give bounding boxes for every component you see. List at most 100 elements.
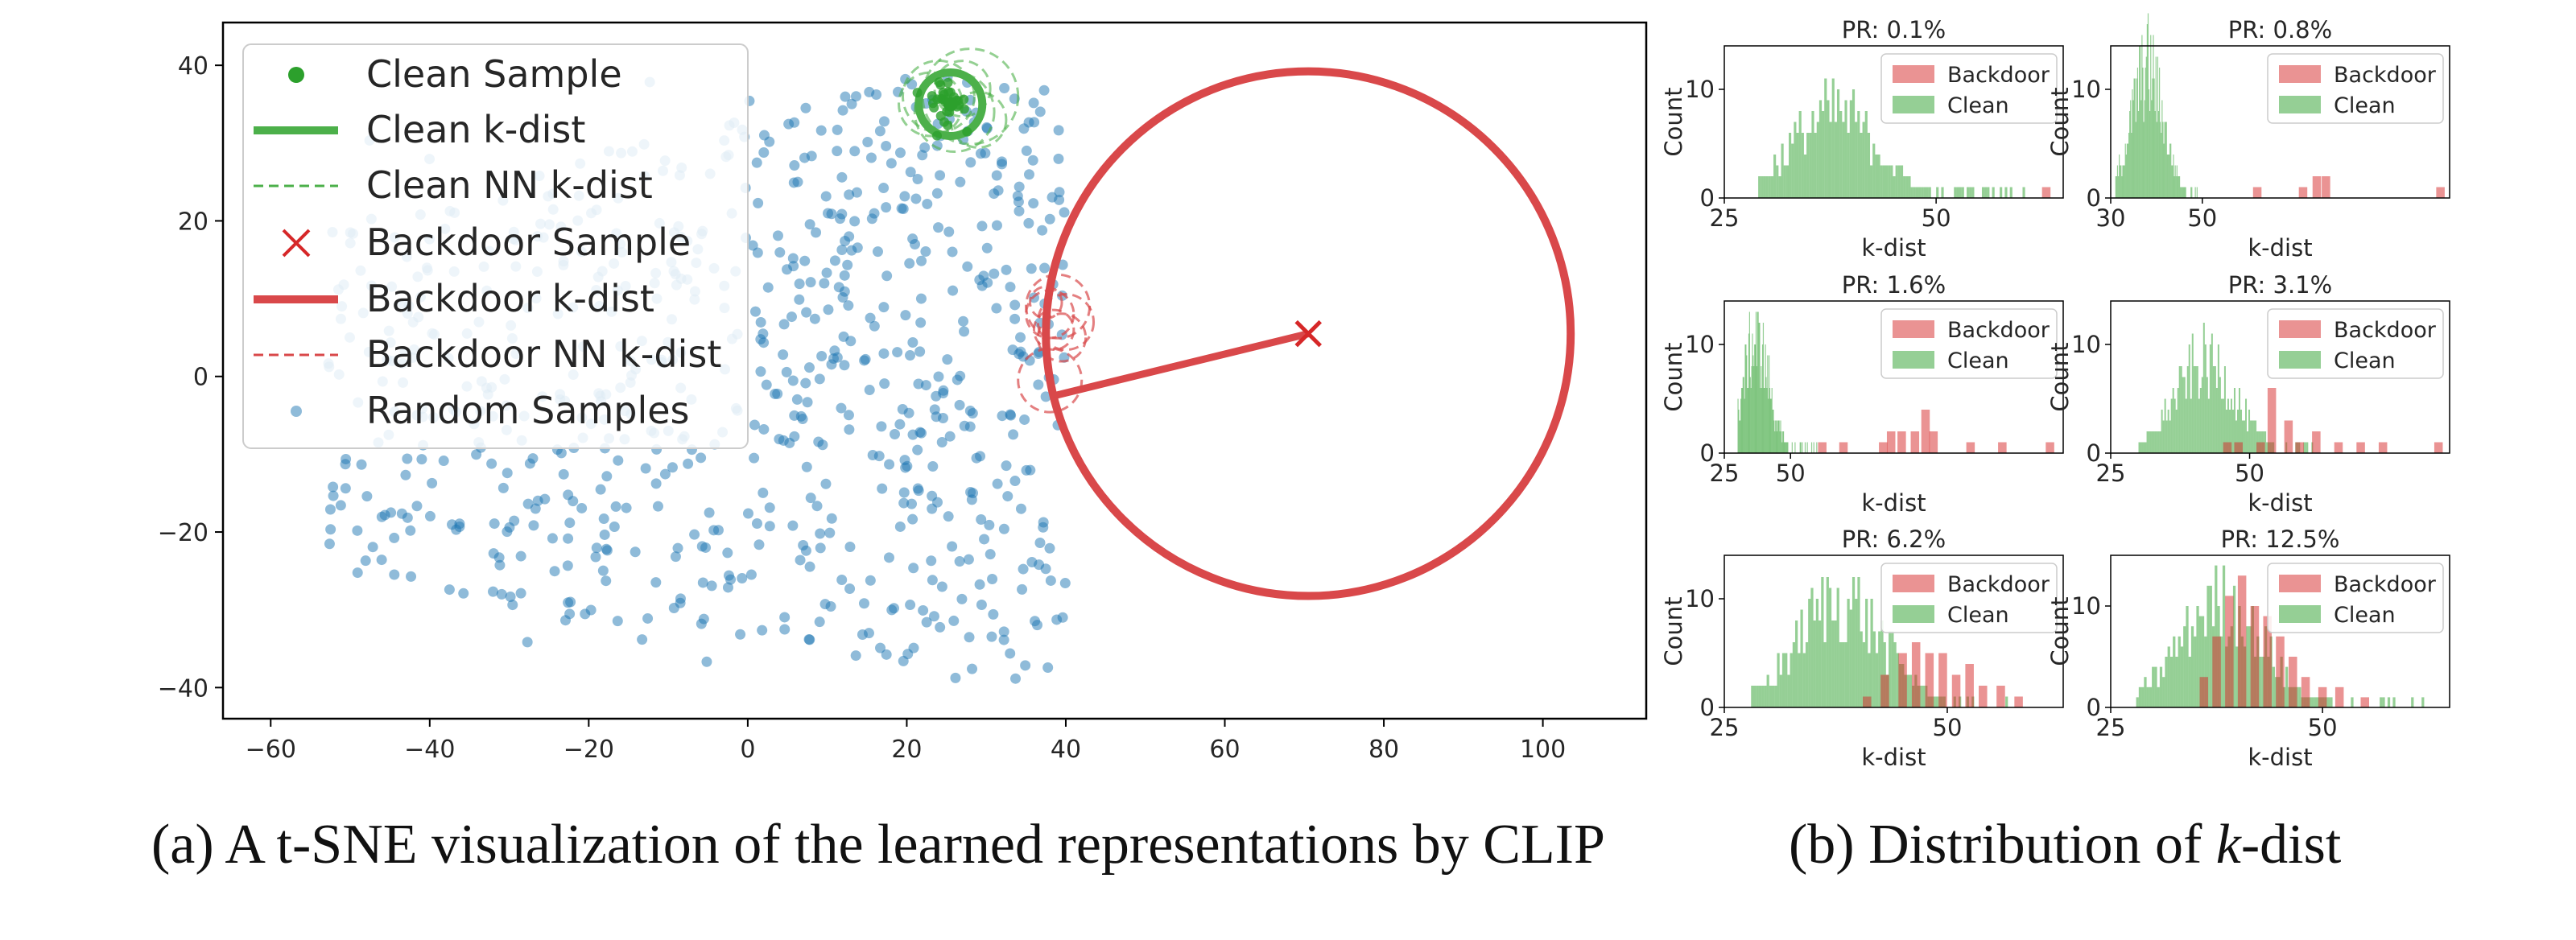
clean-bar (1860, 631, 1863, 707)
clean-bar (2392, 697, 2396, 707)
histogram-xlabel: k-dist (1861, 489, 1926, 517)
random-sample-point (864, 86, 875, 97)
random-sample-point (742, 508, 753, 519)
clean-bar (2199, 388, 2202, 453)
backdoor-bar (1996, 686, 2005, 707)
clean-bar (2186, 366, 2189, 453)
backdoor-kdist-circle (1042, 67, 1575, 600)
random-sample-point (1053, 125, 1064, 136)
random-sample-point (800, 545, 811, 556)
histogram-y-tick-label: 0 (2087, 439, 2101, 467)
clean-bar (2164, 398, 2166, 453)
clean-bar (1928, 187, 1931, 198)
random-sample-point (905, 350, 916, 361)
clean-bar (2252, 420, 2254, 453)
legend-clean-sample-marker (288, 67, 304, 83)
random-sample-point (907, 513, 919, 525)
clean-bar (2167, 410, 2169, 453)
clean-bar (2311, 697, 2314, 707)
clean-bar (1877, 155, 1880, 198)
clean-bar (2124, 143, 2126, 198)
clean-bar (1922, 686, 1926, 707)
clean-bar (2235, 646, 2239, 707)
clean-bar (1847, 599, 1850, 707)
backdoor-bar (1966, 442, 1975, 453)
random-sample-point (863, 628, 874, 639)
random-sample-point (1023, 217, 1034, 229)
backdoor-bar (2436, 187, 2445, 198)
clean-bar (1761, 176, 1764, 198)
random-sample-point (515, 550, 526, 562)
random-sample-point (1001, 264, 1012, 275)
random-sample-point (488, 586, 499, 597)
legend-clean-swatch (1893, 605, 1934, 623)
clean-bar (1766, 388, 1768, 453)
random-sample-point (998, 523, 1009, 534)
clean-bar (2157, 56, 2159, 198)
random-sample-point (1040, 391, 1051, 402)
random-sample-point (787, 520, 799, 531)
random-sample-point (1042, 662, 1054, 673)
clean-bar (1745, 344, 1747, 453)
clean-bar (2261, 657, 2264, 707)
clean-bar (1769, 398, 1772, 453)
clean-bar (2165, 122, 2167, 198)
random-sample-point (905, 167, 916, 178)
clean-bar (1794, 442, 1796, 453)
random-sample-point (789, 431, 800, 442)
random-sample-point (908, 642, 919, 653)
random-sample-point (898, 487, 910, 498)
clean-bar (2132, 100, 2134, 198)
clean-bar (2204, 636, 2207, 707)
random-sample-point (563, 533, 574, 544)
clean-bar (1769, 388, 1771, 453)
clean-bar (1751, 366, 1752, 453)
random-sample-point (1009, 299, 1021, 311)
histogram-x-tick-label: 25 (2096, 714, 2126, 741)
clean-bar (2128, 133, 2130, 198)
clean-bar (1900, 165, 1904, 198)
backdoor-bar (1921, 410, 1930, 453)
clean-bar (1759, 323, 1761, 453)
clean-bar (2022, 187, 2025, 198)
random-sample-point (916, 255, 927, 266)
clean-bar (2152, 78, 2153, 198)
random-sample-point (992, 478, 1003, 489)
random-sample-point (921, 616, 932, 628)
histogram-axes-frame (2110, 300, 2450, 454)
clean-bar (1765, 377, 1767, 453)
random-sample-point (815, 542, 826, 554)
backdoor-bar (2252, 187, 2262, 198)
backdoor-bar (1929, 431, 1938, 453)
random-sample-point (819, 278, 830, 289)
random-sample-point (865, 152, 877, 163)
clean-bar (1770, 176, 1774, 198)
random-sample-point (779, 612, 791, 623)
random-sample-point (1015, 503, 1026, 514)
random-sample-point (737, 573, 748, 584)
legend-clean-swatch (1893, 351, 1934, 369)
random-sample-point (962, 261, 973, 272)
random-sample-point (964, 406, 976, 417)
clean-bar (2176, 165, 2178, 198)
random-sample-point (878, 183, 890, 194)
backdoor-bar (1897, 431, 1906, 453)
random-sample-point (1017, 583, 1028, 595)
clean-bar (2004, 187, 2008, 198)
random-sample-point (908, 563, 919, 574)
clean-bar (1740, 398, 1742, 453)
backdoor-bar (1880, 674, 1889, 707)
random-sample-point (621, 502, 632, 513)
clean-bar (1834, 620, 1837, 707)
x-tick-label: 0 (740, 736, 755, 764)
random-sample-point (1009, 313, 1021, 324)
clean-bar (1786, 442, 1788, 453)
clean-bar (2170, 143, 2172, 198)
clean-bar (1774, 686, 1777, 707)
random-sample-point (416, 454, 427, 465)
random-sample-point (805, 493, 816, 504)
random-sample-point (1059, 578, 1071, 589)
random-sample-point (843, 300, 854, 311)
random-sample-point (975, 148, 986, 159)
random-sample-point (361, 491, 373, 502)
